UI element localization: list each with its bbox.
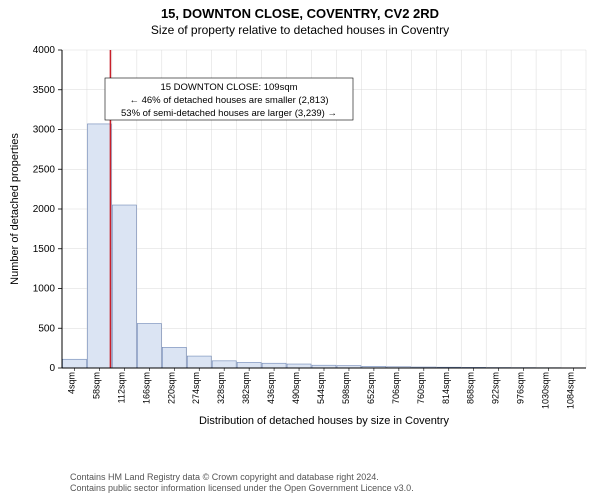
svg-text:706sqm: 706sqm (391, 372, 401, 404)
svg-text:652sqm: 652sqm (366, 372, 376, 404)
footer-line2: Contains public sector information licen… (70, 483, 414, 494)
svg-text:922sqm: 922sqm (491, 372, 501, 404)
chart-container: 0 500 1000 1500 2000 2500 3000 3500 4000 4sqm 58sq… (0, 40, 600, 440)
footer-attribution: Contains HM Land Registry data © Crown c… (70, 472, 414, 495)
svg-text:436sqm: 436sqm (266, 372, 276, 404)
histogram-bar (162, 347, 186, 368)
svg-text:328sqm: 328sqm (216, 372, 226, 404)
histogram-bar (112, 205, 136, 368)
svg-text:3500: 3500 (33, 85, 56, 96)
svg-text:112sqm: 112sqm (116, 372, 126, 403)
svg-text:1500: 1500 (33, 244, 56, 255)
annotation-line: 53% of semi-detached houses are larger (… (121, 108, 337, 119)
histogram-bar (137, 323, 161, 368)
svg-text:166sqm: 166sqm (141, 372, 151, 404)
chart-title-block: 15, DOWNTON CLOSE, COVENTRY, CV2 2RD Siz… (0, 0, 600, 37)
svg-text:4000: 4000 (33, 45, 56, 56)
histogram-bar (262, 363, 286, 368)
x-axis-label: Distribution of detached houses by size … (199, 415, 450, 427)
svg-text:1030sqm: 1030sqm (541, 372, 551, 409)
svg-text:2000: 2000 (33, 204, 56, 215)
svg-text:598sqm: 598sqm (341, 372, 351, 404)
svg-text:220sqm: 220sqm (166, 372, 176, 404)
svg-text:1084sqm: 1084sqm (566, 372, 576, 409)
histogram-bar (87, 124, 111, 368)
histogram-bar (212, 361, 236, 368)
svg-text:3000: 3000 (33, 125, 56, 136)
svg-text:2500: 2500 (33, 164, 56, 175)
svg-text:0: 0 (49, 363, 55, 374)
svg-text:382sqm: 382sqm (241, 372, 251, 404)
annotation-line: ← 46% of detached houses are smaller (2,… (129, 95, 328, 106)
histogram-bar (187, 356, 211, 368)
histogram-bar (63, 359, 87, 368)
chart-title-line2: Size of property relative to detached ho… (0, 23, 600, 37)
histogram-bar (287, 364, 311, 368)
svg-text:976sqm: 976sqm (516, 372, 526, 404)
histogram-chart: 0 500 1000 1500 2000 2500 3000 3500 4000 4sqm 58sq… (0, 40, 600, 440)
svg-text:4sqm: 4sqm (66, 372, 76, 394)
footer-line1: Contains HM Land Registry data © Crown c… (70, 472, 414, 483)
svg-text:58sqm: 58sqm (91, 372, 101, 399)
chart-title-line1: 15, DOWNTON CLOSE, COVENTRY, CV2 2RD (0, 6, 600, 21)
svg-text:500: 500 (38, 323, 55, 334)
svg-text:274sqm: 274sqm (191, 372, 201, 404)
svg-text:760sqm: 760sqm (416, 372, 426, 404)
svg-text:868sqm: 868sqm (466, 372, 476, 404)
svg-text:490sqm: 490sqm (291, 372, 301, 404)
histogram-bar (237, 362, 261, 368)
svg-text:1000: 1000 (33, 284, 56, 295)
svg-text:544sqm: 544sqm (316, 372, 326, 404)
svg-text:814sqm: 814sqm (441, 372, 451, 404)
y-axis-label: Number of detached properties (9, 133, 21, 285)
annotation-line: 15 DOWNTON CLOSE: 109sqm (160, 82, 297, 93)
